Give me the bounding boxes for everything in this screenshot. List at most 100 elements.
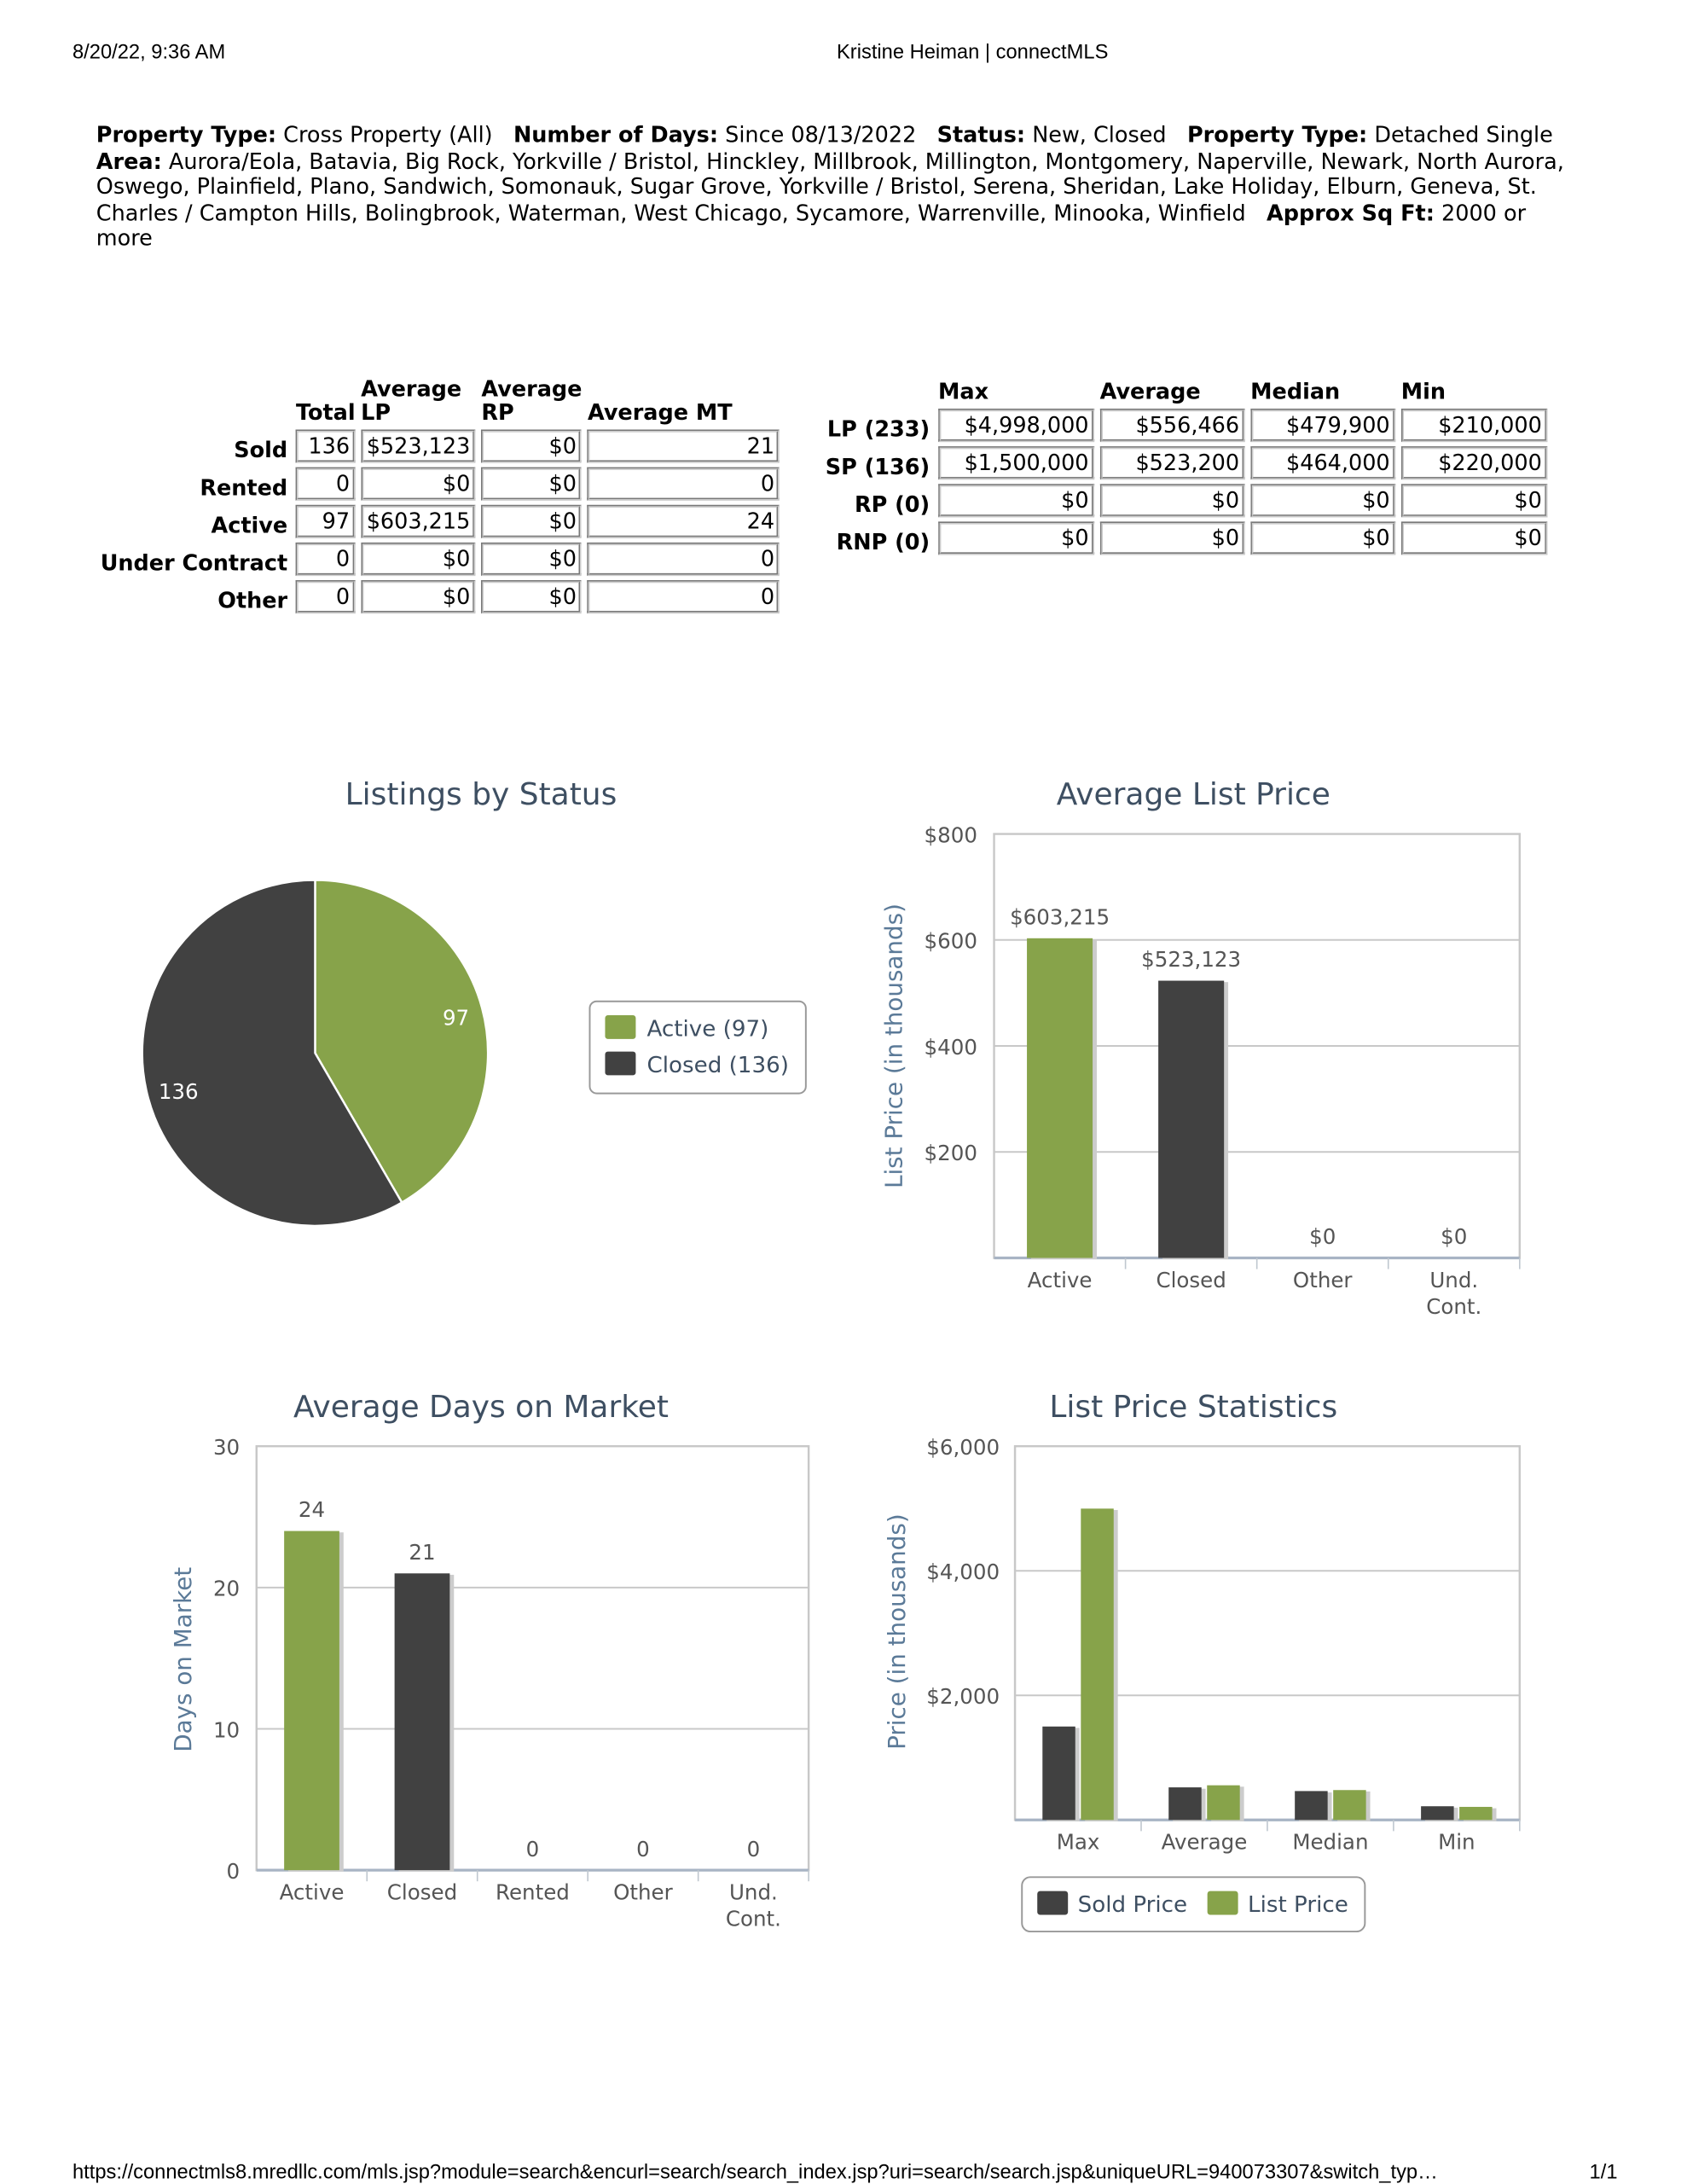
filter-label: Approx Sq Ft: (1266, 200, 1435, 226)
table-cell: $0 (1099, 484, 1245, 518)
table-cell: 136 (295, 429, 356, 463)
table-cell: $0 (1250, 521, 1396, 555)
filter-label: Status: (936, 122, 1026, 148)
row-label: RP (0) (854, 492, 930, 518)
table-cell: 0 (588, 580, 780, 614)
table-cell: $1,500,000 (937, 446, 1095, 480)
table-cell: $464,000 (1250, 446, 1396, 480)
table-row: Active 97 $603,215 $0 24 (101, 504, 780, 538)
pie-data-label: 97 (443, 1006, 469, 1031)
x-tick-label: Und. Cont. (726, 1879, 781, 1931)
table-cell: $0 (1400, 521, 1548, 555)
data-label: 21 (409, 1540, 435, 1565)
table-cell: $0 (481, 429, 583, 463)
y-tick-label: 20 (213, 1577, 240, 1601)
alp-chart: Average List Price $200 $400 $600 $800 List P… (880, 777, 1522, 1319)
bar-min-list-price[interactable] (1459, 1806, 1493, 1821)
bar-median-sold-price[interactable] (1295, 1791, 1328, 1821)
row-label: Under Contract (100, 550, 288, 577)
x-tick-label: Rented (496, 1879, 570, 1904)
row-label: Active (211, 513, 288, 538)
pie-slice-closed[interactable] (141, 879, 403, 1228)
table-cell: $220,000 (1400, 446, 1548, 480)
bar-median-list-price[interactable] (1333, 1790, 1366, 1821)
data-label: $0 (1441, 1224, 1467, 1249)
table-cell: $0 (481, 542, 583, 577)
x-tick-label: Closed (387, 1879, 457, 1904)
data-label: $0 (1309, 1224, 1336, 1249)
y-tick-label: $200 (925, 1141, 977, 1165)
table-cell: $523,200 (1099, 446, 1245, 480)
bar-closed[interactable] (394, 1573, 450, 1871)
table-cell: $0 (937, 521, 1095, 555)
table-cell: $0 (1099, 521, 1245, 555)
legend-swatch-closed (605, 1051, 636, 1076)
filter-value: 2000 or more (96, 200, 1527, 252)
bar-average-list-price[interactable] (1207, 1785, 1240, 1821)
summary-table: Total Average LP Average RP Average MT Sold 1… (95, 374, 786, 618)
bar-max-list-price[interactable] (1081, 1508, 1114, 1821)
x-tick-label: Average (1162, 1830, 1248, 1855)
search-criteria: Property Type: Cross Property (All) Numb… (96, 123, 1602, 253)
filter-label: Number of Days: (513, 122, 719, 148)
y-tick-label: 30 (213, 1435, 240, 1460)
legend-item: List Price (1248, 1892, 1348, 1918)
data-label: 0 (526, 1837, 540, 1862)
dom-chart: Average Days on Market 0 10 20 30 Days on Mar… (169, 1390, 810, 1931)
data-label: 24 (299, 1497, 325, 1522)
filter-value: Detached Single (1374, 122, 1553, 148)
legend-item: Sold Price (1078, 1892, 1188, 1918)
bar-active[interactable] (1027, 938, 1093, 1258)
bar-average-sold-price[interactable] (1168, 1787, 1202, 1821)
filter-value: New, Closed (1032, 122, 1167, 148)
column-header: Max (937, 379, 989, 405)
bar-max-sold-price[interactable] (1042, 1726, 1075, 1821)
y-axis-title: Days on Market (169, 1567, 197, 1752)
column-header: Average (1099, 379, 1201, 405)
legend-swatch (1207, 1891, 1238, 1915)
column-header: Average LP (361, 376, 462, 426)
row-label: SP (136) (825, 454, 930, 480)
table-cell: 0 (588, 542, 780, 577)
y-tick-label: $2,000 (926, 1684, 1000, 1709)
x-tick-label: Max (1057, 1830, 1100, 1855)
legend-swatch-active (605, 1015, 636, 1039)
column-header: Min (1400, 379, 1446, 405)
x-tick-label: Und. Cont. (1426, 1268, 1481, 1319)
x-tick-label: Median (1292, 1830, 1368, 1855)
data-label: $523,123 (1141, 947, 1241, 972)
table-cell: $210,000 (1400, 408, 1548, 443)
lps-chart: List Price Statistics $2,000 $4,000 $6,000 P… (883, 1390, 1522, 1933)
chart-title: Listings by Status (345, 777, 617, 812)
filter-label: Area: (96, 148, 162, 174)
bar-min-sold-price[interactable] (1421, 1806, 1454, 1821)
x-tick-label: Active (1028, 1268, 1093, 1292)
listings-by-status-chart: Listings by Status 97 136 Active (97) Closed… (141, 777, 807, 1228)
row-label: RNP (0) (836, 530, 930, 555)
table-cell: $523,123 (361, 429, 476, 463)
chart-title: Average List Price (1057, 777, 1330, 812)
table-cell: $0 (937, 484, 1095, 518)
pie-slice-active[interactable] (314, 879, 490, 1205)
bar-closed[interactable] (1158, 980, 1225, 1258)
legend-swatch (1037, 1891, 1069, 1915)
table-cell: $0 (1400, 484, 1548, 518)
table-cell: $0 (481, 580, 583, 614)
y-tick-label: $4,000 (926, 1560, 1000, 1584)
x-tick-label: Other (1293, 1268, 1354, 1292)
filter-label: Property Type: (1186, 122, 1368, 148)
row-label: LP (233) (826, 416, 930, 443)
filter-value: Cross Property (All) (283, 122, 493, 148)
y-tick-label: $400 (925, 1035, 977, 1060)
table-cell: $0 (481, 504, 583, 538)
table-cell: $0 (481, 467, 583, 501)
table-cell: 97 (295, 504, 356, 538)
y-tick-label: $800 (925, 822, 977, 847)
row-label: Sold (234, 438, 288, 463)
data-label: 0 (747, 1837, 761, 1862)
table-cell: 0 (295, 467, 356, 501)
page-number: 1/1 (1589, 2161, 1618, 2184)
bar-active[interactable] (284, 1531, 339, 1871)
y-tick-label: $600 (925, 929, 977, 954)
